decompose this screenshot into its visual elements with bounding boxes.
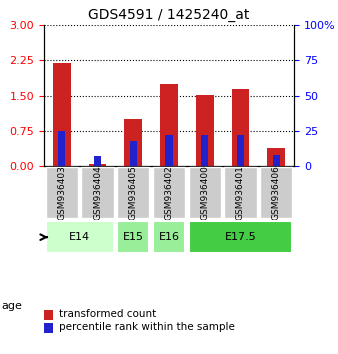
Bar <box>196 95 214 166</box>
Bar <box>124 119 142 166</box>
Text: age: age <box>2 301 23 311</box>
Bar <box>58 131 65 166</box>
FancyBboxPatch shape <box>117 167 149 218</box>
Bar <box>237 135 244 166</box>
FancyBboxPatch shape <box>153 221 185 253</box>
FancyBboxPatch shape <box>117 221 149 253</box>
Text: percentile rank within the sample: percentile rank within the sample <box>59 322 235 332</box>
Text: GSM936404: GSM936404 <box>93 166 102 220</box>
Text: E15: E15 <box>123 232 144 242</box>
Text: GSM936401: GSM936401 <box>236 165 245 221</box>
FancyBboxPatch shape <box>189 221 292 253</box>
FancyBboxPatch shape <box>224 167 257 218</box>
FancyBboxPatch shape <box>260 167 292 218</box>
Bar <box>130 141 137 166</box>
Bar <box>89 164 106 166</box>
FancyBboxPatch shape <box>46 167 78 218</box>
Text: GSM936405: GSM936405 <box>129 165 138 221</box>
Bar <box>267 148 285 166</box>
Bar <box>273 155 280 166</box>
FancyBboxPatch shape <box>81 167 114 218</box>
Text: GSM936403: GSM936403 <box>57 165 66 221</box>
Text: GSM936400: GSM936400 <box>200 165 209 221</box>
Text: GSM936406: GSM936406 <box>272 165 281 221</box>
Text: GSM936402: GSM936402 <box>165 166 173 220</box>
Text: E17.5: E17.5 <box>224 232 256 242</box>
FancyBboxPatch shape <box>153 167 185 218</box>
Bar <box>232 88 249 166</box>
Text: transformed count: transformed count <box>59 309 156 319</box>
FancyBboxPatch shape <box>189 167 221 218</box>
FancyBboxPatch shape <box>46 221 114 253</box>
Bar <box>201 135 208 166</box>
Text: E14: E14 <box>69 232 90 242</box>
Bar <box>160 84 178 166</box>
Text: E16: E16 <box>159 232 179 242</box>
Bar <box>165 135 173 166</box>
Bar <box>53 63 71 166</box>
Title: GDS4591 / 1425240_at: GDS4591 / 1425240_at <box>88 8 250 22</box>
Bar <box>94 156 101 166</box>
